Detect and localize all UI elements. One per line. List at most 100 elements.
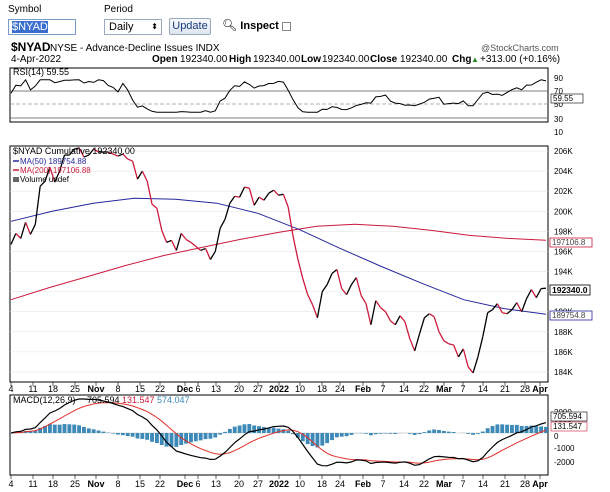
price-segment xyxy=(78,147,85,158)
low-label: Low xyxy=(301,54,321,65)
price-segment xyxy=(204,248,212,260)
x-tick-label: 11 xyxy=(28,479,37,489)
price-segment xyxy=(170,240,177,251)
x-tick-label: 2022 xyxy=(269,384,289,394)
update-button[interactable]: Update xyxy=(169,18,211,35)
price-segment xyxy=(409,338,416,352)
price-segment xyxy=(365,303,372,325)
macd-histogram-bar xyxy=(446,431,451,433)
macd-histogram-bar xyxy=(218,433,223,435)
macd-histogram-bar xyxy=(417,433,422,435)
macd-histogram-bar xyxy=(490,426,495,433)
macd-signal-tag-text: 131.547 xyxy=(553,422,582,431)
macd-histogram-bar xyxy=(154,433,159,444)
price-segment xyxy=(112,153,119,157)
macd-line xyxy=(10,398,547,467)
macd-histogram-bar xyxy=(466,433,471,434)
low-value: 192340.00 xyxy=(322,54,370,65)
x-axis-labels: 4 11 18 25 Nov 8 15 22 Dec 6 13 20 27 2022 10 18 24 Feb 7 1… xyxy=(8,382,548,394)
x-tick-label: Dec xyxy=(177,384,194,394)
price-segment xyxy=(258,196,265,201)
macd-histogram-bar xyxy=(252,425,257,433)
x-tick-label: 21 xyxy=(500,384,510,394)
macd-histogram-bar xyxy=(534,426,539,433)
price-segment xyxy=(452,344,460,358)
price-segment xyxy=(482,312,489,337)
macd-histogram-bar xyxy=(480,431,485,433)
price-segment xyxy=(166,239,172,244)
price-segment xyxy=(384,311,391,322)
macd-histogram-bar xyxy=(247,424,252,433)
macd-histogram-bar xyxy=(135,433,140,439)
price-segment xyxy=(88,148,95,156)
price-segment xyxy=(394,315,401,326)
rsi-frame xyxy=(9,67,549,123)
high-value: 192340.00 xyxy=(253,54,301,65)
rsi-tick-90: 90 xyxy=(554,74,563,83)
macd-histogram-bar xyxy=(300,433,305,442)
macd-histogram-bar xyxy=(184,433,189,444)
macd-histogram-bar xyxy=(9,433,13,434)
macd-histogram-bar xyxy=(96,430,101,433)
inspect-checkbox[interactable] xyxy=(281,21,291,31)
macd-histogram-bar xyxy=(505,424,510,433)
x-tick-label: 28 xyxy=(520,479,530,489)
macd-tick-minus1000: -1000 xyxy=(554,444,575,453)
macd-hist-value: 574.047 xyxy=(157,395,190,405)
x-tick-label: 14 xyxy=(399,384,409,394)
macd-histogram-bar xyxy=(310,433,315,447)
high-label: High xyxy=(229,54,251,65)
macd-histogram-bar xyxy=(388,433,393,434)
price-segment xyxy=(244,186,250,189)
open-value: 192340.00 xyxy=(180,54,228,65)
macd-histogram-bar xyxy=(412,433,417,435)
macd-histogram-bar xyxy=(242,424,247,433)
x-tick-label: 15 xyxy=(135,384,145,394)
macd-histogram-bar xyxy=(296,433,300,438)
price-segment xyxy=(360,295,367,305)
price-segment xyxy=(136,170,143,180)
price-segment xyxy=(122,153,129,160)
x-tick-label: 2022 xyxy=(269,479,289,489)
macd-histogram-bar xyxy=(193,433,198,442)
price-segment xyxy=(20,222,27,239)
stockcharts-watermark: @StockCharts.com xyxy=(481,43,559,53)
close-value: 192340.00 xyxy=(400,54,448,65)
ma200-tag-text: 197106.8 xyxy=(552,238,586,247)
period-label: Period xyxy=(104,4,133,15)
macd-histogram-bar xyxy=(378,433,383,434)
macd-tag xyxy=(550,411,588,422)
macd-histogram-bar xyxy=(77,425,82,433)
macd-histogram-bar xyxy=(407,433,412,434)
stock-chart[interactable]: $NYAD NYSE - Advance-Decline Issues INDX… xyxy=(0,38,610,492)
price-segment xyxy=(268,189,274,194)
price-segment xyxy=(74,147,80,150)
x-tick-label: Nov xyxy=(87,384,104,394)
macd-tick-0: 0 xyxy=(554,432,559,441)
macd-histogram-bar xyxy=(344,433,349,437)
macd-histogram-bar xyxy=(475,433,480,434)
rsi-label: RSI(14) 59.55 xyxy=(13,67,69,77)
price-segment xyxy=(224,203,231,220)
close-price-tag xyxy=(549,284,591,296)
macd-histogram-bar xyxy=(223,431,227,433)
price-segment xyxy=(180,232,187,240)
ma50-tag xyxy=(549,310,593,321)
price-segment xyxy=(326,273,333,285)
price-line xyxy=(10,147,547,374)
x-tick-label: Feb xyxy=(355,479,372,489)
inspect-control[interactable]: 🔍︎ Inspect xyxy=(222,18,291,32)
x-tick-label: 14 xyxy=(478,384,488,394)
symbol-input-value: $NYAD xyxy=(12,21,48,33)
price-segment xyxy=(234,195,240,198)
symbol-input[interactable]: $NYAD xyxy=(8,19,76,35)
x-tick-label: 6 xyxy=(195,479,200,489)
period-select[interactable]: Daily ⬍ xyxy=(104,19,162,35)
macd-label: MACD(12,26,9) xyxy=(13,395,76,405)
price-segment xyxy=(282,193,289,208)
price-segment xyxy=(321,284,328,292)
price-segment xyxy=(273,189,279,196)
macd-histogram-bar xyxy=(373,433,378,435)
macd-histogram-bar xyxy=(101,431,106,433)
macd-histogram-bar xyxy=(330,433,334,441)
